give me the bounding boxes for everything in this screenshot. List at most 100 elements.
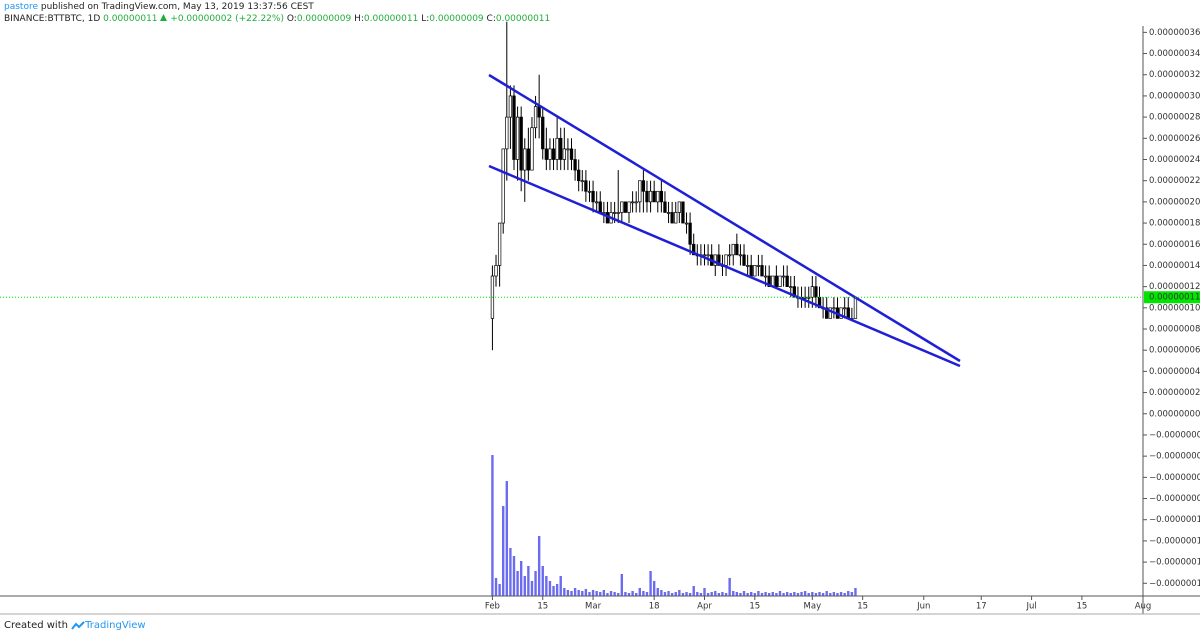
- volume-bar: [750, 592, 753, 596]
- volume-bar: [512, 556, 516, 596]
- volume-bar: [850, 592, 854, 596]
- volume-bar: [534, 571, 537, 596]
- volume-bar: [566, 590, 570, 596]
- volume-bar: [530, 581, 534, 596]
- volume-bar: [681, 593, 685, 596]
- candle-body: [537, 106, 541, 118]
- candle-body: [652, 190, 656, 203]
- volume-bar: [767, 593, 771, 596]
- volume-bar: [652, 581, 656, 596]
- candle-body: [735, 243, 739, 256]
- h: 0.00000011: [363, 14, 419, 24]
- candle-body: [724, 254, 728, 266]
- candle-body: [648, 190, 653, 203]
- l: 0.00000009: [429, 14, 484, 24]
- h-key: H:: [354, 14, 364, 24]
- volume-bar: [818, 592, 821, 596]
- l-key: L:: [421, 14, 430, 24]
- volume-bar: [800, 592, 803, 596]
- volume-bar: [746, 593, 749, 596]
- candle-body: [551, 148, 556, 160]
- volume-bar: [573, 588, 577, 596]
- volume-bar: [563, 588, 566, 596]
- candle-body: [512, 95, 516, 160]
- candle-body: [494, 265, 498, 277]
- candle-body: [584, 180, 588, 192]
- volume-bar: [516, 571, 519, 596]
- volume-bar: [491, 455, 494, 596]
- candle-body: [756, 265, 761, 267]
- y-tick-label: 0.00000026: [1149, 134, 1200, 144]
- candle-body: [656, 190, 660, 203]
- y-tick-label: 0.00000016: [1149, 240, 1200, 250]
- candle-body: [544, 148, 548, 160]
- volume-bar: [814, 593, 818, 596]
- candle-body: [559, 137, 563, 160]
- volume-bar: [742, 591, 746, 596]
- candle-body: [663, 201, 667, 213]
- volume-bar: [548, 581, 552, 596]
- volume-bar: [627, 593, 631, 596]
- candle-body: [803, 296, 807, 299]
- volume-bar: [595, 591, 598, 596]
- candle-body: [638, 180, 642, 203]
- candle-body: [670, 212, 674, 224]
- last-price-label: 0.00000011: [1149, 293, 1200, 303]
- candle-body: [767, 275, 771, 287]
- volume-bar: [577, 590, 580, 596]
- y-tick-label: −0.00000012: [1149, 536, 1200, 546]
- candle-body: [569, 148, 574, 160]
- y-tick-label: 0.00000032: [1149, 70, 1200, 80]
- volume-bar: [660, 590, 663, 596]
- volume-bar: [656, 588, 659, 596]
- y-tick-label: 0.00000004: [1149, 367, 1200, 377]
- y-tick-label: 0.00000012: [1149, 282, 1200, 292]
- candle-body: [745, 265, 750, 267]
- volume-bar: [588, 592, 591, 596]
- author[interactable]: pastore: [4, 2, 38, 12]
- y-tick-label: −0.00000006: [1149, 473, 1200, 483]
- volume-bar: [764, 592, 767, 596]
- candle-body: [548, 148, 552, 160]
- candle-body: [742, 254, 746, 266]
- volume-bar: [789, 593, 792, 596]
- volume-bar: [559, 576, 562, 596]
- header-line-2: BINANCE:BTTBTC, 1D 0.00000011 +0.0000000…: [4, 14, 550, 24]
- x-tick-label: Mar: [585, 602, 602, 612]
- volume-bar: [821, 593, 825, 596]
- volume-bar: [696, 592, 699, 596]
- change: +0.00000002 (+22.22%): [170, 14, 284, 24]
- footer-brand[interactable]: TradingView: [85, 620, 146, 631]
- candle-body: [630, 201, 635, 204]
- volume-bar: [760, 593, 764, 596]
- candle-body: [843, 307, 847, 310]
- y-tick-label: 0.00000022: [1149, 176, 1200, 186]
- y-tick-label: 0.00000010: [1149, 303, 1200, 313]
- volume-bar: [775, 593, 778, 596]
- volume-bar: [839, 592, 843, 596]
- volume-bar: [638, 588, 641, 596]
- x-tick-label: Aug: [1135, 602, 1152, 612]
- volume-bar: [667, 591, 670, 596]
- volume-bar: [714, 591, 717, 596]
- footer: Created with TradingView: [4, 620, 146, 631]
- candle-body: [738, 254, 743, 257]
- candle-body: [505, 116, 509, 150]
- volume-bar: [509, 548, 512, 596]
- candle-body: [595, 201, 599, 204]
- volume-bar: [670, 593, 674, 596]
- y-tick-label: 0.00000024: [1149, 155, 1200, 165]
- volume-bar: [617, 593, 620, 596]
- candle-body: [763, 275, 768, 278]
- volume-bar: [721, 592, 724, 596]
- candle-body: [566, 148, 570, 151]
- candle-body: [634, 201, 638, 204]
- candle-body: [501, 148, 505, 224]
- volume-bar: [757, 591, 760, 596]
- header-line-1: pastore published on TradingView.com, Ma…: [4, 2, 314, 12]
- y-tick-label: 0.00000030: [1149, 91, 1200, 101]
- volume-bar: [545, 576, 548, 596]
- volume-bar: [829, 593, 832, 596]
